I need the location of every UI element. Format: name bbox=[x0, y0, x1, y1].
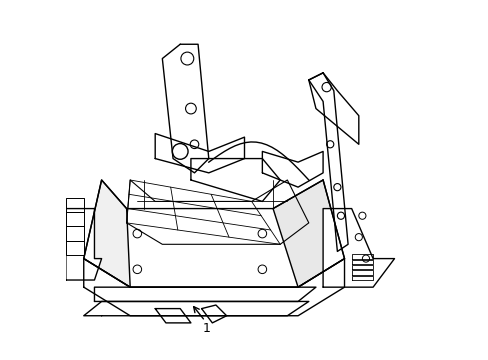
Polygon shape bbox=[94, 287, 315, 301]
Polygon shape bbox=[323, 208, 394, 287]
Polygon shape bbox=[66, 212, 83, 226]
Polygon shape bbox=[83, 180, 130, 287]
Polygon shape bbox=[66, 198, 83, 212]
Polygon shape bbox=[66, 226, 83, 241]
Polygon shape bbox=[66, 241, 83, 255]
Polygon shape bbox=[308, 73, 358, 144]
Polygon shape bbox=[190, 158, 280, 202]
Polygon shape bbox=[308, 73, 347, 251]
Text: 1: 1 bbox=[203, 322, 210, 335]
Polygon shape bbox=[272, 180, 344, 287]
Polygon shape bbox=[83, 180, 344, 287]
Polygon shape bbox=[83, 258, 344, 316]
Polygon shape bbox=[162, 44, 208, 173]
Polygon shape bbox=[155, 309, 190, 323]
Polygon shape bbox=[201, 305, 226, 323]
Polygon shape bbox=[66, 208, 102, 280]
Polygon shape bbox=[155, 134, 244, 173]
Polygon shape bbox=[262, 152, 323, 187]
Polygon shape bbox=[83, 301, 308, 316]
